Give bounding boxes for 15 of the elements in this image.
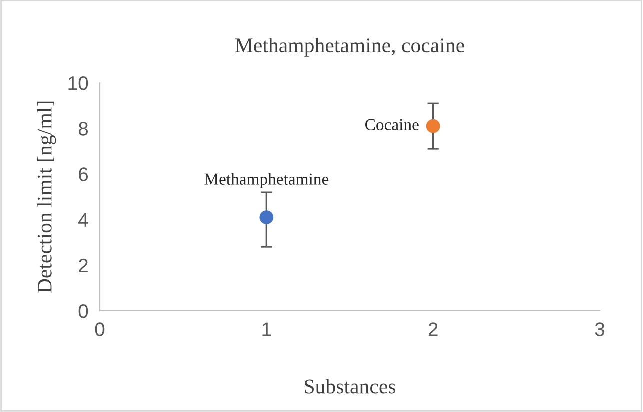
y-tick-label: 8 [78, 122, 88, 136]
chart-title: Methamphetamine, cocaine [235, 38, 464, 57]
x-tick-label: 2 [428, 322, 438, 336]
y-tick-label: 6 [79, 168, 88, 182]
x-tick-label: 3 [595, 322, 605, 336]
x-axis-title: Substances [305, 379, 396, 394]
y-tick-label: 0 [78, 304, 88, 318]
y-tick-label: 2 [79, 258, 88, 272]
y-tick-label: 10 [68, 76, 88, 90]
x-tick-label: 0 [95, 322, 105, 336]
series-label: Methamphetamine [204, 173, 329, 188]
x-tick-label: 1 [262, 322, 272, 336]
y-axis-title: Detection limit [ng/ml] [37, 102, 56, 294]
y-tick-label: 4 [78, 213, 88, 227]
series-label: Cocaine [366, 119, 419, 130]
